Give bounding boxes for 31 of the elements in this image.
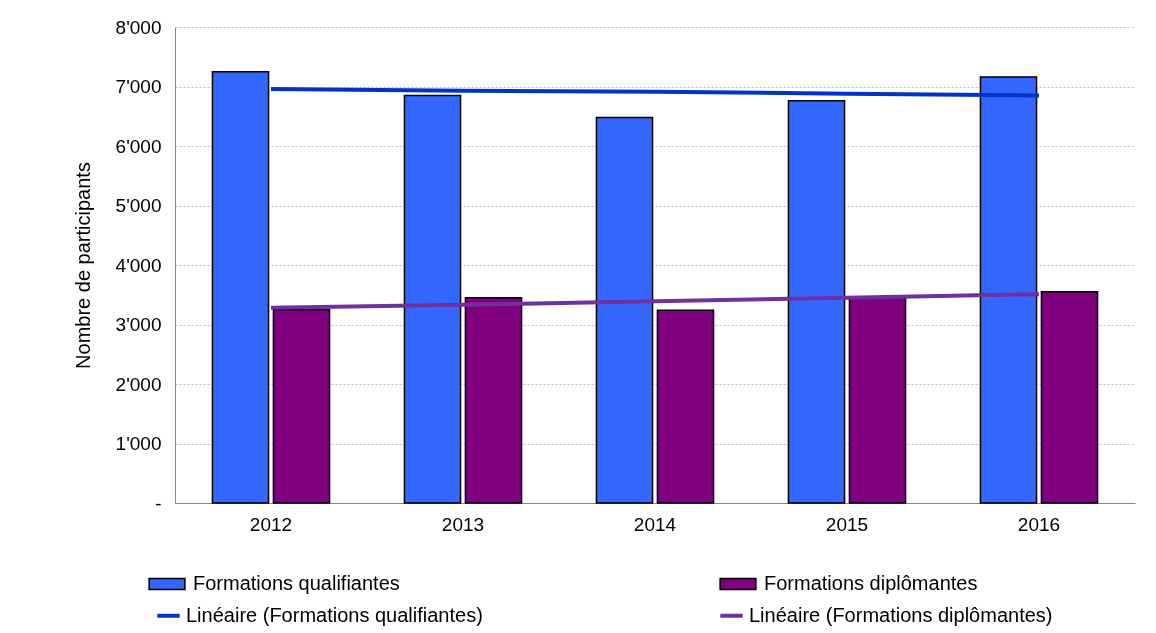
bar <box>979 76 1038 504</box>
y-tick-label: 6'000 <box>115 135 162 157</box>
y-tick-label: 5'000 <box>115 195 162 216</box>
bar <box>272 308 331 504</box>
y-tick-label: 3'000 <box>115 314 162 335</box>
bar <box>848 296 907 504</box>
y-tick-label: 2'000 <box>115 373 162 395</box>
bar <box>403 94 462 504</box>
legend-label: Linéaire (Formations diplômantes) <box>749 603 1053 626</box>
x-tick-label: 2013 <box>441 513 485 535</box>
legend-label: Formations qualifiantes <box>193 572 400 594</box>
bar <box>656 309 715 504</box>
x-tick-label: 2016 <box>1017 513 1061 535</box>
bar <box>1040 291 1099 504</box>
bar <box>787 100 846 504</box>
legend-label: Linéaire (Formations qualifiantes) <box>186 603 483 626</box>
line-series <box>269 86 1041 98</box>
y-tick-label: 7'000 <box>115 76 162 97</box>
line-series <box>269 292 1041 310</box>
bar <box>464 296 523 504</box>
legend-label: Formations diplômantes <box>764 572 978 594</box>
x-tick-label: 2015 <box>825 513 869 535</box>
y-tick-label: 4'000 <box>115 254 162 276</box>
y-axis-title: Nombre de participants <box>71 162 94 369</box>
x-tick-label: 2014 <box>633 513 677 535</box>
y-tick-label: - <box>155 492 162 514</box>
bar <box>211 70 270 504</box>
y-tick-label: 8'000 <box>115 16 162 38</box>
x-tick-label: 2012 <box>249 513 293 535</box>
y-tick-label: 1'000 <box>115 433 162 454</box>
bar <box>595 116 654 504</box>
